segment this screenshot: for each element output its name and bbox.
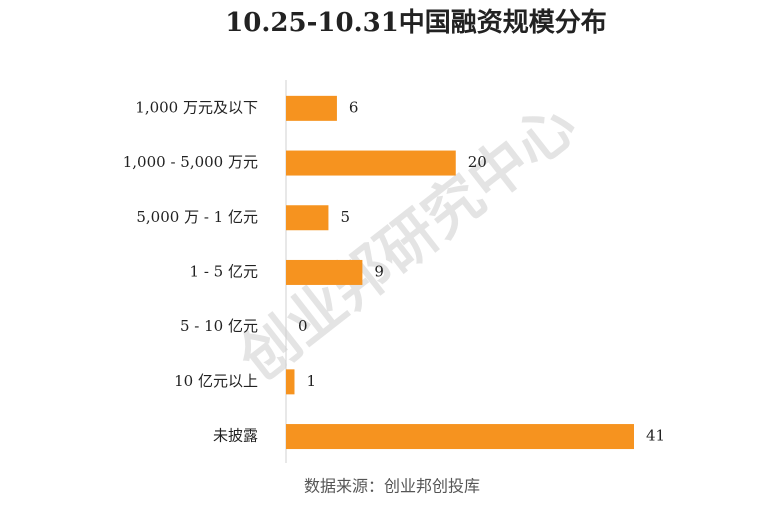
data-label: 5: [340, 208, 350, 226]
y-tick-label: 1,000 万元及以下: [135, 98, 258, 116]
y-tick-label: 10 亿元以上: [174, 372, 258, 390]
y-tick-label: 1 - 5 亿元: [190, 262, 258, 280]
data-label: 6: [349, 98, 359, 116]
source-note: 数据来源：创业邦创投库: [304, 477, 480, 496]
bar: [286, 205, 329, 231]
y-tick-label: 5,000 万 - 1 亿元: [136, 208, 258, 226]
bar: [286, 95, 337, 121]
bar: [286, 150, 456, 176]
data-label: 20: [468, 153, 487, 171]
y-tick-label: 未披露: [213, 427, 258, 445]
bar: [286, 259, 363, 285]
y-tick-label: 1,000 - 5,000 万元: [123, 153, 258, 171]
bar: [286, 369, 295, 395]
data-label: 0: [298, 317, 308, 335]
y-tick-label: 5 - 10 亿元: [180, 317, 258, 335]
bar: [286, 424, 634, 450]
watermark: 创业邦研究中心: [227, 90, 589, 394]
data-label: 1: [306, 372, 316, 390]
data-label: 41: [646, 427, 665, 445]
data-label: 9: [374, 262, 384, 280]
chart-title: 10.25-10.31中国融资规模分布: [225, 8, 607, 38]
